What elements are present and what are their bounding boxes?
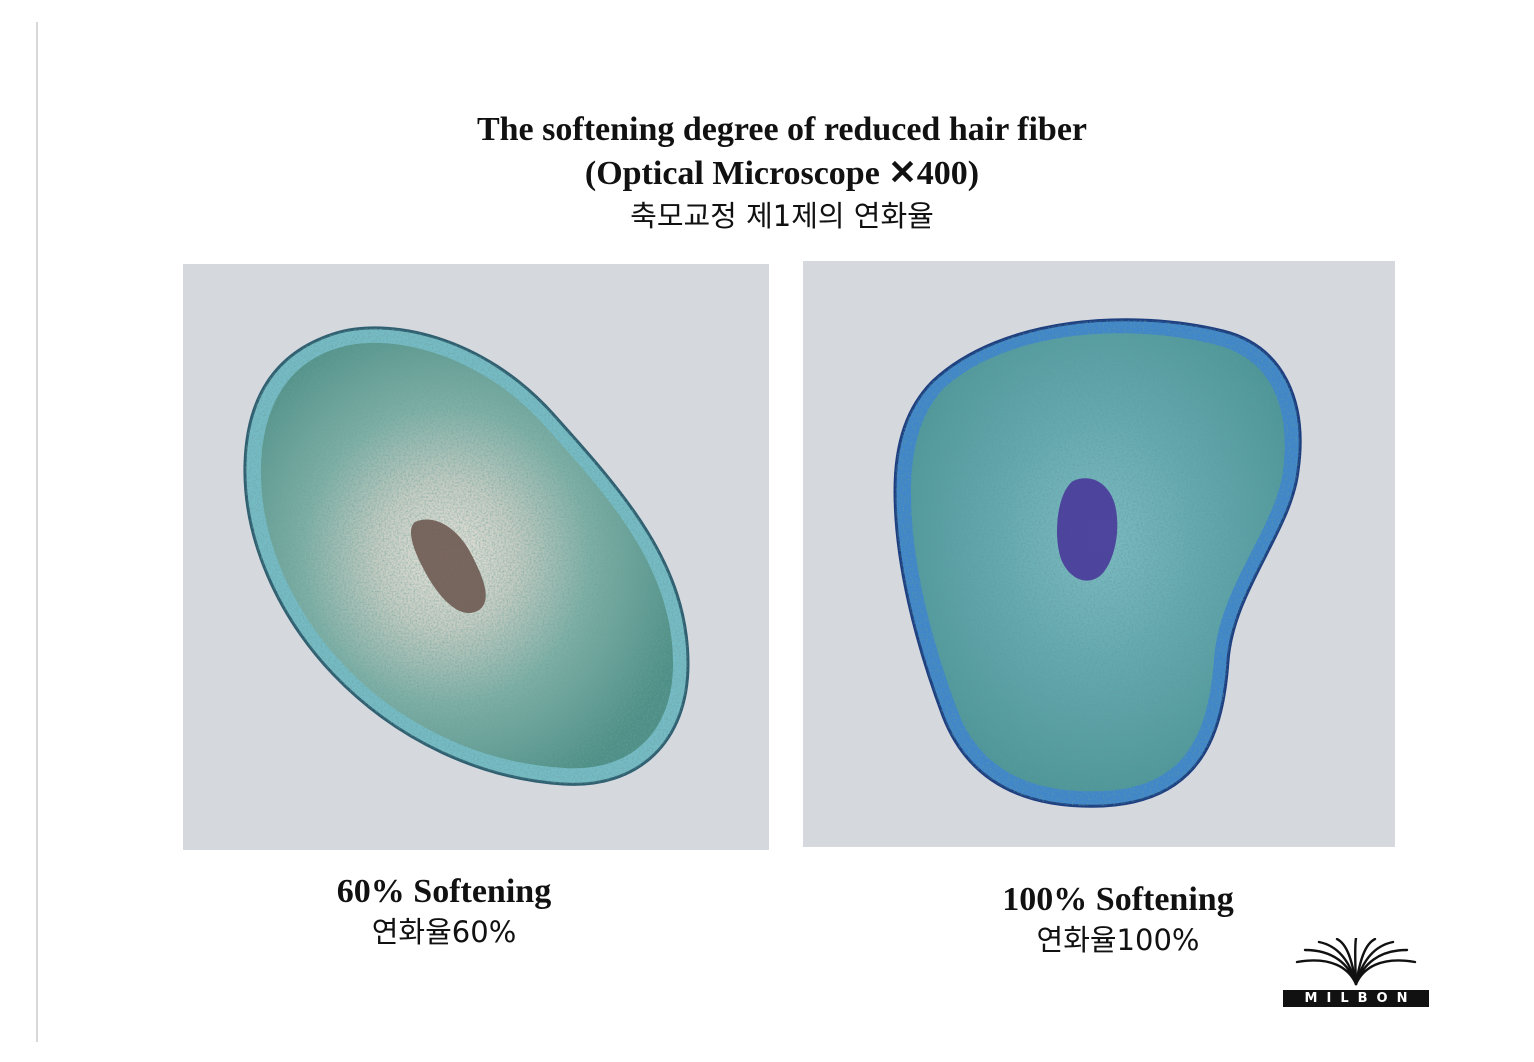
hair-cross-section-60	[243, 326, 690, 786]
caption-100-percent: 100% Softening 연화율100%	[908, 880, 1328, 960]
page-subtitle: (Optical Microscope ✕400)	[584, 155, 980, 192]
caption-korean: 연화율60%	[371, 915, 517, 949]
logo-wordmark: MILBON	[1283, 990, 1429, 1007]
fan-logo-icon	[1295, 938, 1417, 986]
page-title-korean: 축모교정 제1제의 연화율	[630, 199, 934, 233]
caption-english: 100% Softening	[1002, 881, 1234, 918]
medulla	[410, 519, 486, 614]
milbon-logo: MILBON	[1281, 938, 1431, 1010]
micrograph-100-percent	[803, 261, 1395, 847]
page-edge	[36, 22, 38, 1042]
header: The softening degree of reduced hair fib…	[0, 108, 1534, 236]
caption-english: 60% Softening	[336, 873, 552, 910]
caption-60-percent: 60% Softening 연화율60%	[234, 872, 654, 952]
caption-korean: 연화율100%	[1036, 923, 1200, 957]
medulla	[1057, 478, 1118, 581]
hair-cross-section-100	[893, 318, 1302, 808]
page-title: The softening degree of reduced hair fib…	[476, 111, 1088, 148]
micrograph-60-percent	[183, 264, 769, 850]
